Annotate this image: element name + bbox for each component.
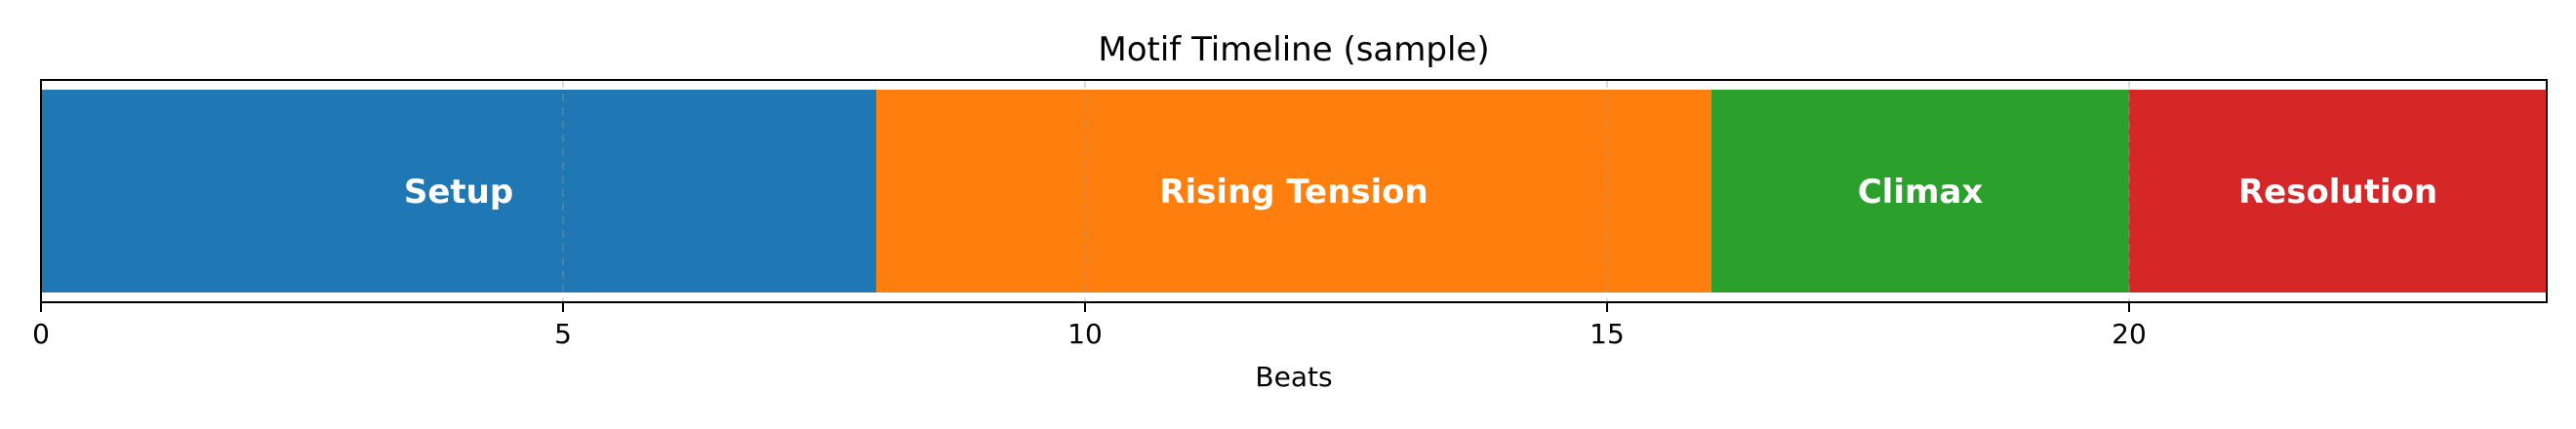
x-tick-label: 15: [1590, 318, 1625, 350]
x-tick-label: 5: [554, 318, 572, 350]
segment-rising-tension: [876, 90, 1711, 292]
x-axis-label: Beats: [1255, 361, 1332, 393]
segment-setup: [41, 90, 876, 292]
segment-climax: [1711, 90, 2129, 292]
segment-label: Climax: [1858, 173, 1984, 212]
timeline-segments: [41, 90, 2547, 292]
x-axis-ticks: 0 5 10 15 20: [32, 302, 2147, 350]
gridlines: [562, 80, 2130, 302]
plot-frame: [40, 79, 2548, 303]
segment-label: Rising Tension: [1159, 173, 1429, 212]
segment-label: Resolution: [2238, 173, 2437, 212]
chart-title: Motif Timeline (sample): [1098, 30, 1489, 69]
segment-labels: Setup Rising Tension Climax Resolution: [404, 173, 2437, 212]
segment-resolution: [2129, 90, 2547, 292]
x-tick-label: 10: [1067, 318, 1103, 350]
segment-label: Setup: [404, 173, 513, 212]
x-tick-label: 20: [2112, 318, 2147, 350]
x-tick-label: 0: [32, 318, 50, 350]
